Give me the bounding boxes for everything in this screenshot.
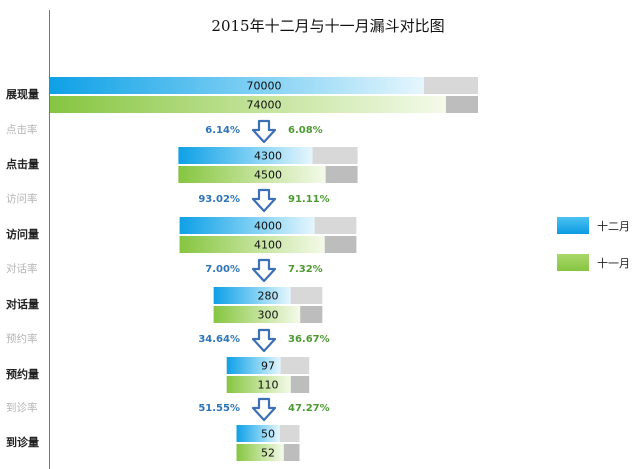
rate-value-dec-4: 51.55%	[198, 403, 240, 414]
bar-value-dec-1: 4300	[254, 150, 282, 163]
rate-label-4: 到诊率	[6, 401, 38, 414]
stage-label-0: 展现量	[5, 88, 39, 101]
bar-value-nov-0: 74000	[247, 99, 282, 112]
rate-value-dec-3: 34.64%	[198, 334, 240, 345]
bar-nov-2	[179, 236, 325, 253]
legend-label-dec: 十二月	[597, 219, 630, 233]
bar-nov-5	[236, 444, 284, 461]
rate-value-dec-0: 6.14%	[205, 125, 240, 136]
bar-value-nov-2: 4100	[254, 239, 282, 252]
bar-dec-0	[50, 77, 424, 94]
stage-label-2: 访问量	[6, 227, 39, 241]
bar-dec-3	[213, 287, 291, 304]
stage-label-1: 点击量	[6, 157, 39, 171]
rate-label-3: 预约率	[6, 332, 38, 345]
rate-value-dec-2: 7.00%	[205, 264, 240, 275]
bar-dec-5	[236, 425, 280, 442]
down-arrow-icon	[251, 258, 277, 283]
bar-value-nov-1: 4500	[254, 169, 282, 182]
bar-value-dec-3: 280	[258, 290, 279, 303]
bar-nov-1	[178, 166, 326, 183]
bar-value-dec-0: 70000	[247, 80, 282, 93]
chart-title: 2015年十二月与十一月漏斗对比图	[211, 17, 444, 35]
legend-swatch-nov	[557, 254, 589, 271]
rate-value-nov-3: 36.67%	[288, 334, 330, 345]
bar-value-nov-4: 110	[258, 379, 279, 392]
rate-label-1: 访问率	[6, 192, 38, 205]
bar-nov-4	[226, 376, 291, 393]
rate-value-nov-4: 47.27%	[288, 403, 330, 414]
bar-value-dec-4: 97	[261, 360, 275, 373]
bar-nov-0	[50, 96, 446, 113]
down-arrow-icon	[251, 328, 277, 353]
bar-value-dec-5: 50	[261, 428, 275, 441]
bar-dec-1	[178, 147, 313, 164]
bar-nov-3	[213, 306, 301, 323]
legend: 十二月 十一月	[557, 217, 630, 271]
stage-label-4: 预约量	[6, 367, 39, 381]
bar-value-nov-5: 52	[261, 447, 275, 460]
rate-value-dec-1: 93.02%	[198, 194, 240, 205]
stage-label-3: 对话量	[6, 297, 39, 311]
bar-value-dec-2: 4000	[254, 220, 282, 233]
legend-label-nov: 十一月	[597, 256, 630, 270]
chart-marks: 展现量 70000 74000 点击量 4300 4500 访问量 4000 4100 对话量 28…	[5, 77, 478, 461]
rate-label-2: 对话率	[6, 262, 38, 275]
bar-value-nov-3: 300	[258, 309, 279, 322]
bar-dec-4	[226, 357, 281, 374]
rate-value-nov-2: 7.32%	[288, 264, 323, 275]
rate-value-nov-0: 6.08%	[288, 125, 323, 136]
down-arrow-icon	[251, 119, 277, 144]
legend-swatch-dec	[557, 217, 589, 234]
rate-value-nov-1: 91.11%	[288, 194, 330, 205]
down-arrow-icon	[251, 397, 277, 422]
rate-label-0: 点击率	[6, 123, 38, 136]
down-arrow-icon	[251, 188, 277, 213]
bar-dec-2	[179, 217, 315, 234]
stage-label-5: 到诊量	[6, 435, 39, 449]
